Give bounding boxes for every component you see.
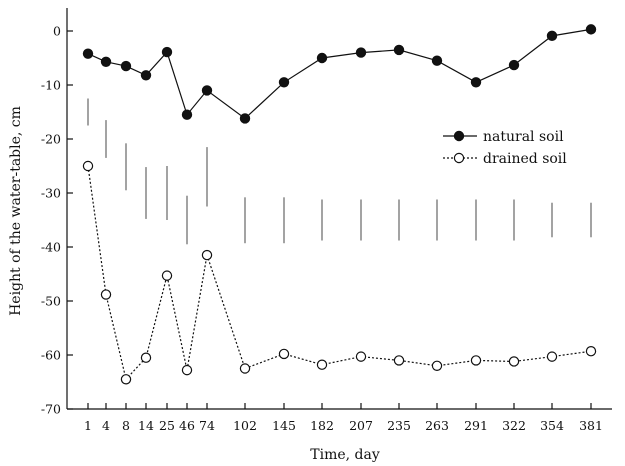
data-point — [393, 44, 405, 56]
series-layer — [82, 24, 597, 385]
data-point — [316, 52, 328, 64]
data-point — [278, 77, 290, 88]
x-tick-label: 74 — [199, 418, 215, 433]
data-point — [546, 30, 558, 42]
y-axis-label: Height of the water-table, cm — [8, 106, 24, 316]
data-point — [355, 351, 367, 362]
data-point — [470, 355, 482, 366]
x-tick-label: 25 — [159, 418, 175, 433]
data-point — [393, 355, 405, 366]
x-tick-label: 235 — [387, 418, 411, 433]
data-point — [546, 351, 558, 362]
data-point — [431, 360, 443, 371]
legend-marker — [453, 152, 465, 164]
data-point — [100, 56, 112, 67]
series-drained-soil — [82, 160, 597, 385]
data-point — [100, 289, 112, 300]
legend: natural soil drained soil — [443, 129, 567, 167]
data-point — [431, 55, 443, 66]
data-point — [355, 47, 367, 58]
x-tick-label: 102 — [233, 418, 257, 433]
data-point — [82, 160, 94, 172]
x-tick-label: 4 — [102, 418, 110, 433]
legend-item: drained soil — [443, 151, 567, 167]
legend-marker — [453, 130, 465, 142]
data-point — [239, 363, 251, 374]
series-line — [87, 28, 592, 120]
data-point — [140, 352, 152, 363]
x-tick-label: 291 — [464, 418, 488, 433]
data-point — [161, 46, 173, 58]
x-axis-label: Time, day — [310, 447, 380, 463]
data-point — [161, 270, 173, 281]
x-tick-label: 322 — [502, 418, 526, 433]
legend-label: natural soil — [483, 129, 564, 145]
x-tick-label: 207 — [349, 418, 373, 433]
x-tick-label: 46 — [179, 418, 195, 433]
data-point — [508, 59, 520, 71]
axes: 0-10-20-30-40-50-60-701 4 8 14 25 46 74 102 145 1… — [41, 8, 612, 433]
y-tick-label: -10 — [41, 78, 61, 93]
data-point — [316, 359, 328, 370]
x-tick-label: 263 — [425, 418, 449, 433]
y-tick-label: -20 — [41, 132, 61, 147]
y-tick-label: 0 — [53, 24, 61, 39]
x-tick-label: 145 — [272, 418, 296, 433]
data-point — [585, 24, 597, 35]
data-point — [239, 113, 251, 124]
data-point — [585, 346, 597, 357]
series-natural-soil — [82, 24, 597, 124]
data-point — [201, 249, 213, 261]
data-point — [140, 70, 152, 81]
data-point — [82, 48, 94, 59]
data-point — [120, 60, 132, 72]
x-tick-label: 14 — [138, 418, 154, 433]
range-bars — [87, 98, 592, 245]
y-tick-label: -50 — [41, 294, 61, 309]
data-point — [181, 364, 193, 376]
data-point — [278, 348, 290, 360]
data-point — [508, 356, 520, 367]
y-tick-label: -70 — [41, 402, 61, 417]
x-tick-label: 182 — [310, 418, 334, 433]
legend-label: drained soil — [483, 151, 567, 167]
data-point — [120, 374, 132, 385]
y-tick-label: -60 — [41, 348, 61, 363]
x-tick-label: 1 — [84, 418, 92, 433]
data-point — [201, 85, 213, 96]
x-tick-label: 381 — [579, 418, 603, 433]
data-point — [470, 77, 482, 88]
y-tick-label: -30 — [41, 186, 61, 201]
y-tick-label: -40 — [41, 240, 61, 255]
x-tick-label: 354 — [540, 418, 564, 433]
x-tick-label: 8 — [122, 418, 130, 433]
legend-item: natural soil — [443, 129, 564, 145]
data-point — [181, 109, 193, 120]
